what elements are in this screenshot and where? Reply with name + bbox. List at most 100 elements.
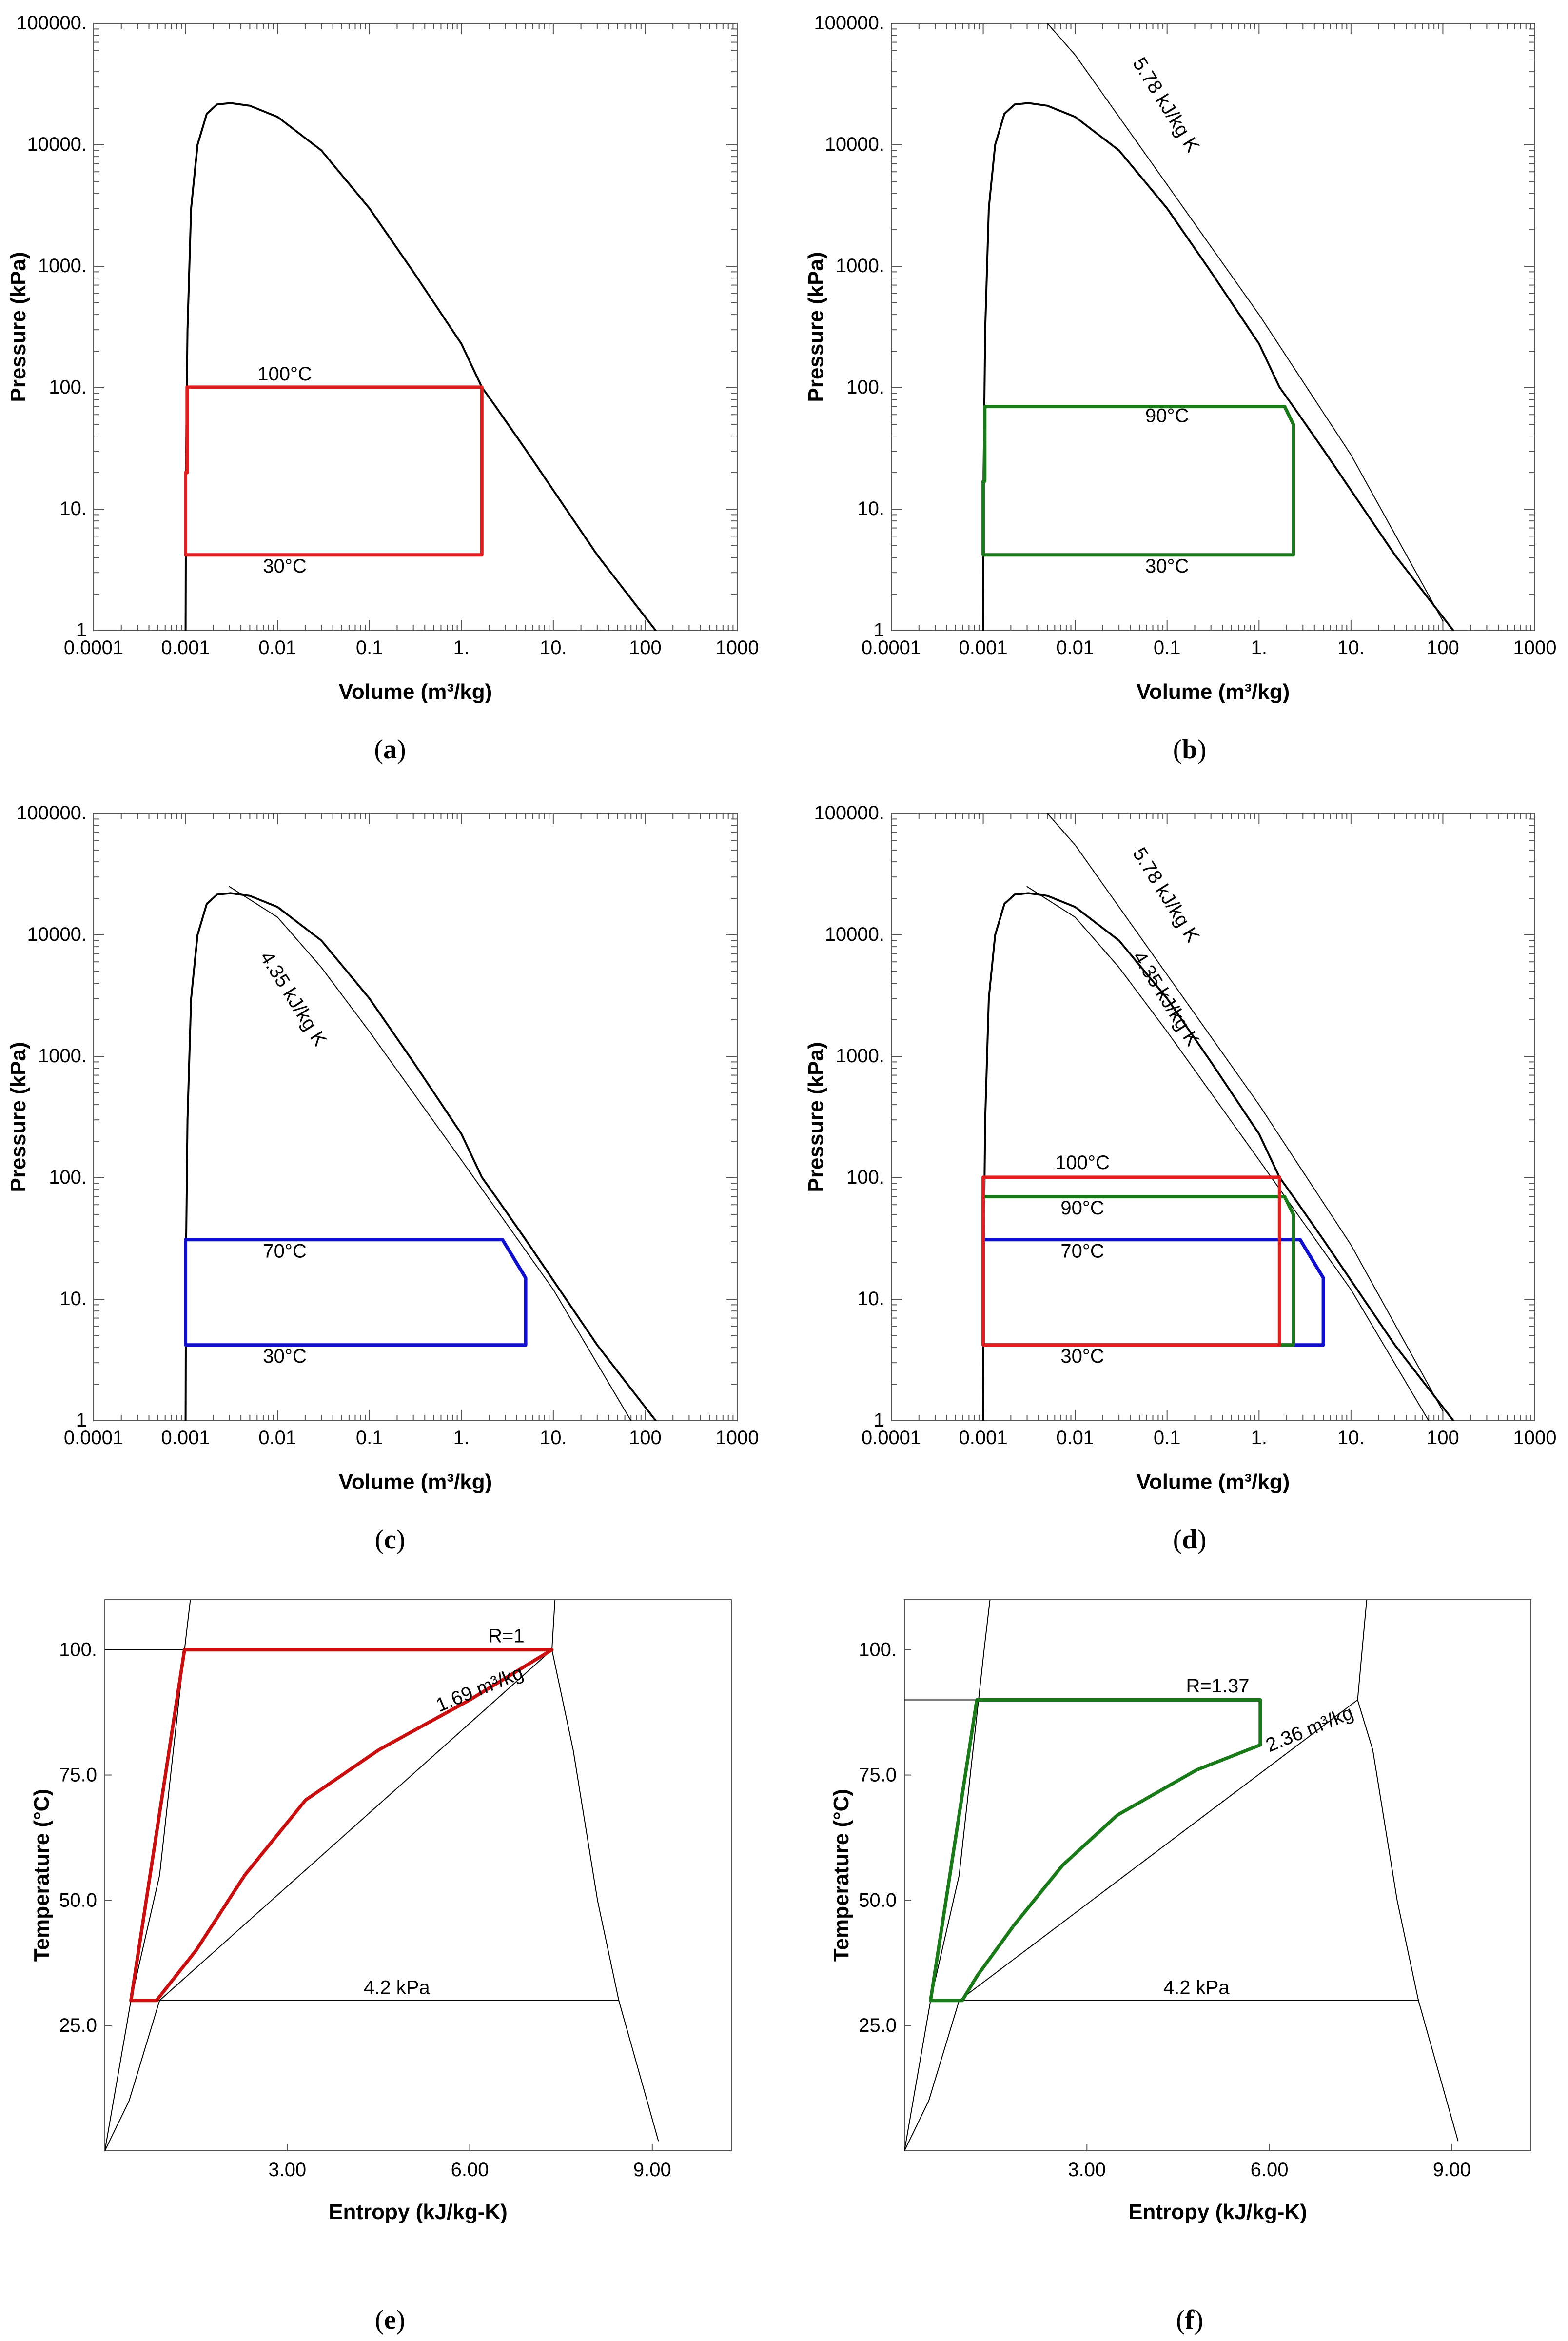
x-tick-label: 0.001 xyxy=(161,1427,210,1448)
x-tick-label: 0.001 xyxy=(959,1427,1008,1448)
x-tick-label: 0.1 xyxy=(356,1427,383,1448)
panel-label-a: (a) xyxy=(374,734,406,765)
y-tick-label: 75.0 xyxy=(59,1765,97,1786)
y-tick-label: 100000. xyxy=(16,12,87,34)
series-saturation-dome xyxy=(184,892,657,1421)
x-tick-label: 1. xyxy=(1251,637,1267,658)
panel-label-b: (b) xyxy=(1173,734,1206,765)
y-tick-label: 75.0 xyxy=(859,1765,897,1786)
annotation-2-36-m-kg: 2.36 m³/kg xyxy=(1263,1702,1356,1757)
plot-frame xyxy=(93,23,738,631)
x-tick-label: 0.0001 xyxy=(64,637,123,658)
annotation-70-c: 70°C xyxy=(1060,1241,1104,1262)
y-tick-label: 50.0 xyxy=(859,1889,897,1911)
x-tick-label: 6.00 xyxy=(451,2159,489,2181)
x-tick-label: 0.0001 xyxy=(862,637,921,658)
y-axis-title: Temperature (°C) xyxy=(30,1789,54,1962)
x-tick-label: 9.00 xyxy=(1433,2159,1471,2181)
series-1-69-m-kg-isochore xyxy=(105,1649,552,2151)
y-axis-title: Temperature (°C) xyxy=(829,1789,853,1962)
y-tick-label: 10000. xyxy=(27,924,87,945)
panel-label-e: (e) xyxy=(375,2305,405,2335)
chart-panel-e: 3.00 6.00 9.00 25.0 50.0 75.0 100. Entropy (kJ/… xyxy=(30,1599,732,2335)
x-tick-label: 1000 xyxy=(1513,637,1557,658)
y-tick-label: 10000. xyxy=(27,134,87,155)
x-tick-label: 9.00 xyxy=(633,2159,671,2181)
annotation-4-35-kj-kg-k: 4.35 kJ/kg K xyxy=(256,948,331,1050)
annotation-30-c: 30°C xyxy=(1060,1346,1104,1367)
series-100-c-cycle xyxy=(981,1175,1281,1347)
series-5-78-kj-kg-k-isentrope xyxy=(1047,23,1444,622)
x-tick-label: 0.01 xyxy=(1056,637,1094,658)
x-axis-title: Volume (m³/kg) xyxy=(339,680,492,704)
x-tick-label: 3.00 xyxy=(268,2159,306,2181)
axis-ticks xyxy=(93,23,737,631)
x-tick-label: 0.001 xyxy=(959,637,1008,658)
series-70-c-cycle xyxy=(184,1238,528,1347)
x-tick-label: 100 xyxy=(1427,1427,1459,1448)
y-tick-label: 100000. xyxy=(16,802,87,824)
series-70-c-cycle xyxy=(981,1238,1325,1347)
annotation-30-c: 30°C xyxy=(263,1346,306,1367)
annotation-70-c: 70°C xyxy=(263,1241,306,1262)
y-tick-label: 1 xyxy=(76,619,87,641)
x-axis-title: Volume (m³/kg) xyxy=(1137,680,1290,704)
y-tick-label: 100. xyxy=(846,1167,884,1188)
x-tick-label: 0.1 xyxy=(356,637,383,658)
annotation-r-1: R=1 xyxy=(488,1625,525,1647)
x-axis-title: Entropy (kJ/kg-K) xyxy=(329,2200,508,2224)
y-tick-label: 10000. xyxy=(825,134,884,155)
y-tick-label: 10000. xyxy=(825,924,884,945)
chart-panel-c: 0.0001 0.001 0.01 0.1 1. 10. 100 1000 1 10. 100. 10… xyxy=(6,802,759,1555)
annotation-r-1-37: R=1.37 xyxy=(1186,1675,1249,1697)
y-tick-label: 100000. xyxy=(814,12,884,34)
x-axis-title: Volume (m³/kg) xyxy=(339,1470,492,1494)
x-tick-label: 0.1 xyxy=(1154,1427,1181,1448)
y-axis-title: Pressure (kPa) xyxy=(804,1042,828,1192)
y-axis-title: Pressure (kPa) xyxy=(6,1042,30,1192)
x-tick-label: 0.0001 xyxy=(862,1427,921,1448)
annotation-30-c: 30°C xyxy=(1145,555,1189,577)
y-tick-label: 10. xyxy=(59,498,87,519)
x-tick-label: 1000 xyxy=(1513,1427,1557,1448)
plot-frame xyxy=(891,23,1535,631)
y-tick-label: 50.0 xyxy=(59,1889,97,1911)
x-tick-label: 10. xyxy=(540,637,567,658)
x-tick-label: 100 xyxy=(629,1427,662,1448)
chart-panel-a: 0.0001 0.001 0.01 0.1 1. 10. 100 1000 1 10. 100. 10… xyxy=(6,12,759,765)
series-5-78-kj-kg-k-isentrope xyxy=(1047,813,1444,1412)
series-90-c-cycle xyxy=(981,1195,1295,1347)
y-tick-label: 100. xyxy=(49,1167,87,1188)
panel-label-f: (f) xyxy=(1176,2305,1203,2335)
series-saturation-dome xyxy=(982,102,1454,631)
x-tick-label: 0.01 xyxy=(258,1427,296,1448)
annotation-30-c: 30°C xyxy=(263,555,306,577)
x-axis-title: Entropy (kJ/kg-K) xyxy=(1128,2200,1307,2224)
chart-panel-d: 0.0001 0.001 0.01 0.1 1. 10. 100 1000 1 10. 100. 10… xyxy=(804,802,1556,1555)
x-tick-label: 100 xyxy=(629,637,662,658)
series-saturation-dome xyxy=(982,892,1454,1421)
y-tick-label: 10. xyxy=(59,1288,87,1309)
y-tick-label: 10. xyxy=(857,1288,884,1309)
x-tick-label: 1. xyxy=(1251,1427,1267,1448)
y-tick-label: 1 xyxy=(874,619,884,641)
y-tick-label: 1000. xyxy=(38,255,87,277)
x-tick-label: 0.0001 xyxy=(64,1427,123,1448)
x-tick-label: 0.1 xyxy=(1154,637,1181,658)
y-tick-label: 100000. xyxy=(814,802,884,824)
plot-frame xyxy=(93,813,738,1421)
plot-frame xyxy=(891,813,1535,1421)
x-tick-label: 1. xyxy=(453,637,470,658)
axis-ticks xyxy=(904,1649,1452,2151)
annotation-1-69-m-kg: 1.69 m³/kg xyxy=(433,1662,527,1716)
axis-ticks xyxy=(891,23,1535,631)
annotation-5-78-kj-kg-k: 5.78 kJ/kg K xyxy=(1128,844,1203,946)
x-tick-label: 1000 xyxy=(716,637,759,658)
series-90-c-cycle xyxy=(981,405,1295,557)
series-100-c-cycle xyxy=(184,385,484,557)
x-tick-label: 0.001 xyxy=(161,637,210,658)
y-tick-label: 25.0 xyxy=(859,2015,897,2036)
y-tick-label: 1 xyxy=(874,1409,884,1431)
y-tick-label: 1000. xyxy=(836,1045,884,1067)
x-tick-label: 100 xyxy=(1427,637,1459,658)
